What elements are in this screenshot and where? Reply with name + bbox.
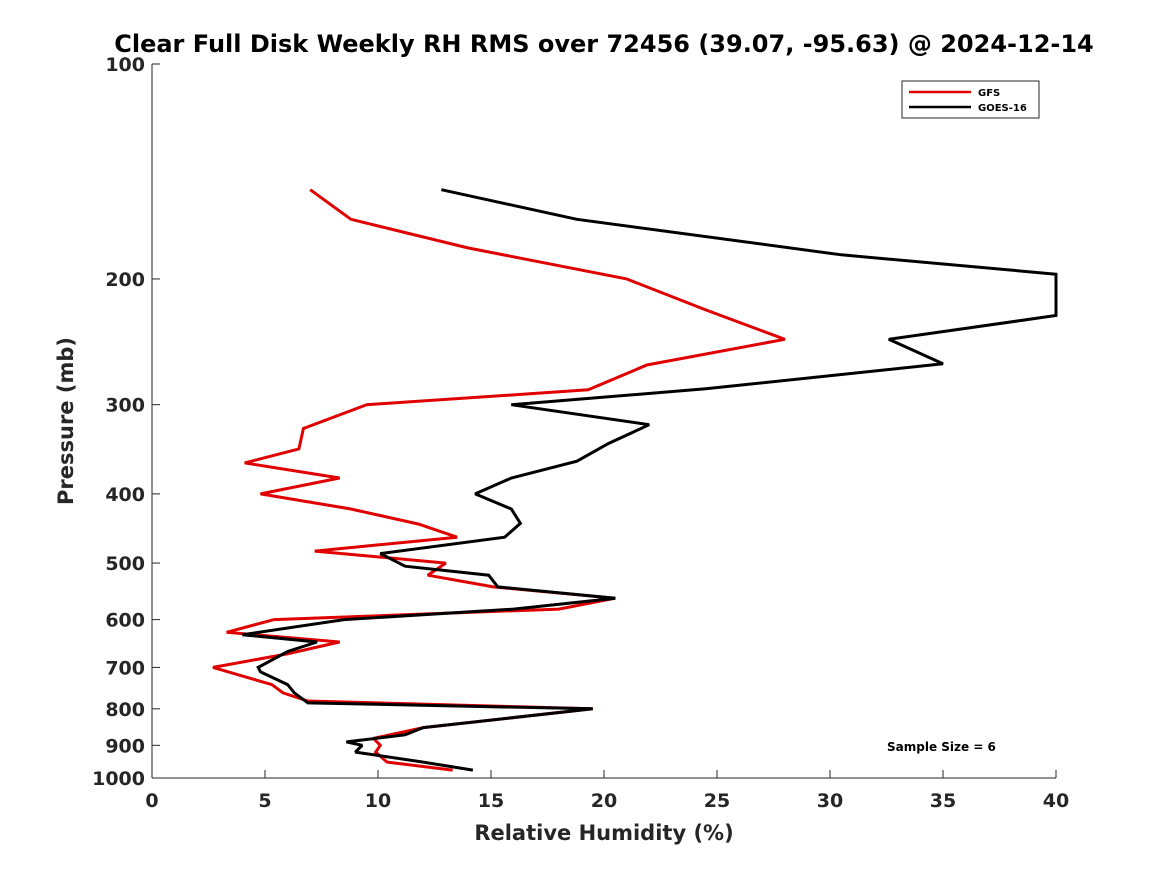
chart-title: Clear Full Disk Weekly RH RMS over 72456…	[114, 30, 1094, 58]
y-tick-label: 900	[105, 735, 145, 757]
x-tick-label: 10	[365, 790, 391, 812]
legend-box	[901, 80, 1040, 119]
x-tick-label: 25	[704, 790, 730, 812]
y-tick-label: 200	[105, 269, 145, 291]
legend: GFS GOES-16	[901, 80, 1040, 119]
x-tick-label: 0	[145, 790, 158, 812]
y-tick-label: 500	[105, 553, 145, 575]
y-tick-label: 400	[105, 484, 145, 506]
legend-label-gfs: GFS	[978, 88, 1000, 99]
y-axis-label: Pressure (mb)	[54, 337, 78, 505]
x-axis-label: Relative Humidity (%)	[474, 821, 733, 845]
y-ticks: 100 200 300 400 500 600 700 800 900 1000	[92, 54, 160, 790]
plot-area: 0 5 10 15 20 25 30 35 40 100 200 300 400 500 600 700 80…	[92, 54, 1069, 812]
y-tick-label: 1000	[92, 768, 145, 790]
series-line-gfs	[212, 188, 786, 772]
y-tick-label: 600	[105, 610, 145, 632]
sample-size-annotation: Sample Size = 6	[887, 740, 996, 754]
series-group	[212, 188, 1058, 772]
x-tick-label: 20	[591, 790, 617, 812]
x-tick-label: 30	[817, 790, 843, 812]
legend-label-goes16: GOES-16	[978, 103, 1027, 114]
x-tick-label: 5	[258, 790, 271, 812]
y-tick-label: 800	[105, 699, 145, 721]
x-tick-label: 15	[478, 790, 504, 812]
y-tick-label: 700	[105, 657, 145, 679]
x-ticks: 0 5 10 15 20 25 30 35 40	[145, 770, 1069, 812]
y-tick-label: 100	[105, 54, 145, 76]
y-tick-label: 300	[105, 395, 145, 417]
series-line-goes16	[242, 188, 1058, 772]
x-tick-label: 40	[1043, 790, 1069, 812]
x-tick-label: 35	[930, 790, 956, 812]
